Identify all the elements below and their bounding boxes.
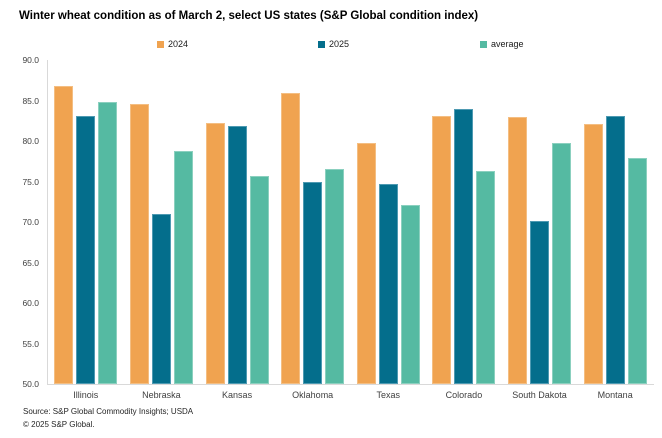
bar-2024-texas	[356, 143, 376, 384]
bar-2025-oklahoma	[303, 181, 323, 384]
bar-average-illinois	[98, 102, 118, 384]
legend-item-average: average	[480, 38, 524, 50]
legend-label-2024: 2024	[168, 39, 189, 49]
y-axis-tick-label: 65.0	[22, 257, 39, 268]
x-axis-label-texas: Texas	[376, 390, 401, 400]
y-axis-tick-label: 75.0	[22, 176, 39, 187]
bar-2024-illinois	[54, 85, 74, 384]
y-axis-tick-label: 85.0	[22, 95, 39, 106]
y-axis-tick-label: 50.0	[22, 379, 39, 389]
bar-average-oklahoma	[325, 169, 345, 384]
bar-group-south-dakota	[502, 60, 578, 384]
bar-group-colorado	[426, 60, 502, 384]
x-axis-label-montana: Montana	[597, 390, 633, 400]
bar-group-illinois	[48, 60, 124, 384]
y-axis-tick-label: 70.0	[22, 217, 39, 227]
bar-average-kansas	[249, 175, 269, 384]
bar-2025-kansas	[227, 126, 247, 384]
legend-item-2025: 2025	[318, 38, 349, 50]
plot-area	[47, 60, 654, 385]
bar-2025-nebraska	[151, 213, 171, 384]
bar-2025-illinois	[76, 115, 96, 384]
x-axis-label-oklahoma: Oklahoma	[292, 390, 334, 400]
x-axis: Illinois Nebraska Kansas Oklahoma Texas Color…	[48, 390, 653, 400]
chart-title: Winter wheat condition as of March 2, se…	[19, 10, 479, 22]
y-axis-tick-label: 80.0	[22, 136, 39, 146]
legend-item-2024: 2024	[157, 38, 188, 50]
bar-2024-south-dakota	[508, 116, 528, 384]
bar-2025-texas	[378, 183, 398, 384]
bar-group-kansas	[199, 60, 275, 384]
bar-group-montana	[577, 60, 653, 384]
bar-average-colorado	[476, 170, 496, 384]
bar-average-nebraska	[173, 150, 193, 384]
bars-layer	[48, 60, 653, 384]
bar-group-nebraska	[124, 60, 200, 384]
bar-2025-south-dakota	[530, 221, 550, 384]
bar-2025-montana	[605, 115, 625, 384]
legend-swatch-average	[480, 40, 487, 48]
x-axis-label-south-dakota: South Dakota	[512, 390, 567, 400]
y-axis-tick-label: 60.0	[22, 298, 39, 308]
copyright-text: © 2025 S&P Global.	[23, 420, 95, 429]
legend-label-2025: 2025	[329, 39, 350, 49]
bar-2024-nebraska	[129, 103, 149, 384]
bar-group-texas	[351, 60, 427, 384]
bar-2025-colorado	[454, 108, 474, 384]
legend-swatch-2024	[157, 40, 164, 48]
y-axis-tick-label: 55.0	[22, 338, 39, 349]
x-axis-label-nebraska: Nebraska	[142, 390, 181, 400]
x-axis-label-illinois: Illinois	[73, 390, 99, 400]
legend-swatch-2025	[318, 40, 325, 48]
bar-2024-montana	[583, 124, 603, 384]
bar-2024-colorado	[432, 115, 452, 384]
x-axis-label-colorado: Colorado	[445, 390, 483, 400]
y-axis-tick-label: 90.0	[22, 55, 39, 65]
bar-average-montana	[627, 158, 647, 384]
bar-2024-oklahoma	[281, 93, 301, 384]
source-text: Source: S&P Global Commodity Insights; U…	[23, 407, 194, 416]
bar-2024-kansas	[205, 123, 225, 384]
bar-average-south-dakota	[552, 143, 572, 384]
x-axis-label-kansas: Kansas	[222, 390, 253, 400]
legend-label-average: average	[491, 39, 524, 49]
bar-group-oklahoma	[275, 60, 351, 384]
bar-average-texas	[400, 205, 420, 384]
